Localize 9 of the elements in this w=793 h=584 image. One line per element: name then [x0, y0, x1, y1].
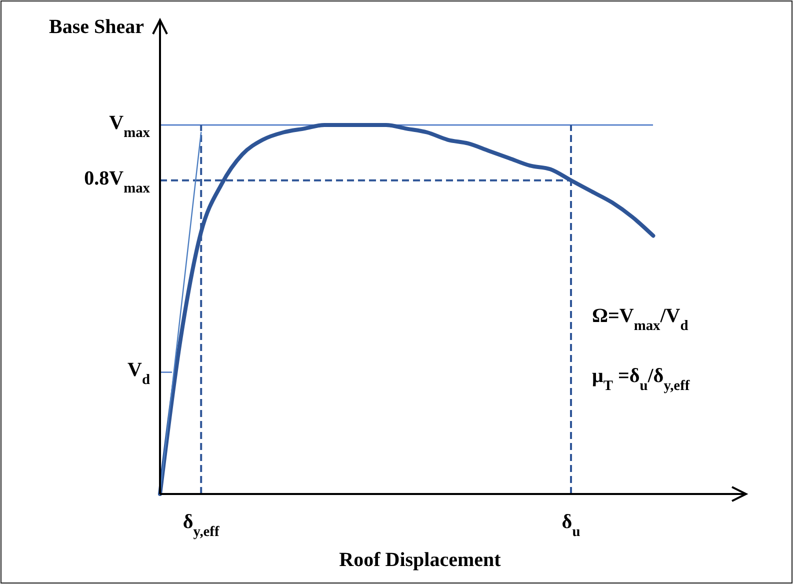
x-tick-label: δ$_{u}$	[562, 511, 580, 540]
ref-line-label: 0.8V$_{max}$	[84, 167, 151, 196]
x-axis-title: Roof Displacement	[339, 549, 502, 571]
x-tick-label: δ$_{y,eff}$	[182, 511, 220, 540]
ref-line-label: V$_{max}$	[109, 112, 151, 141]
ref-line-label: V$_{d}$	[128, 359, 150, 388]
annotation: Ω=V$_{max}$/V$_{d}$	[592, 305, 688, 334]
annotation: μ$_{T}$ =δ$_{u}$/δ$_{y,eff}$	[592, 365, 690, 394]
y-axis-title: Base Shear	[49, 16, 144, 38]
